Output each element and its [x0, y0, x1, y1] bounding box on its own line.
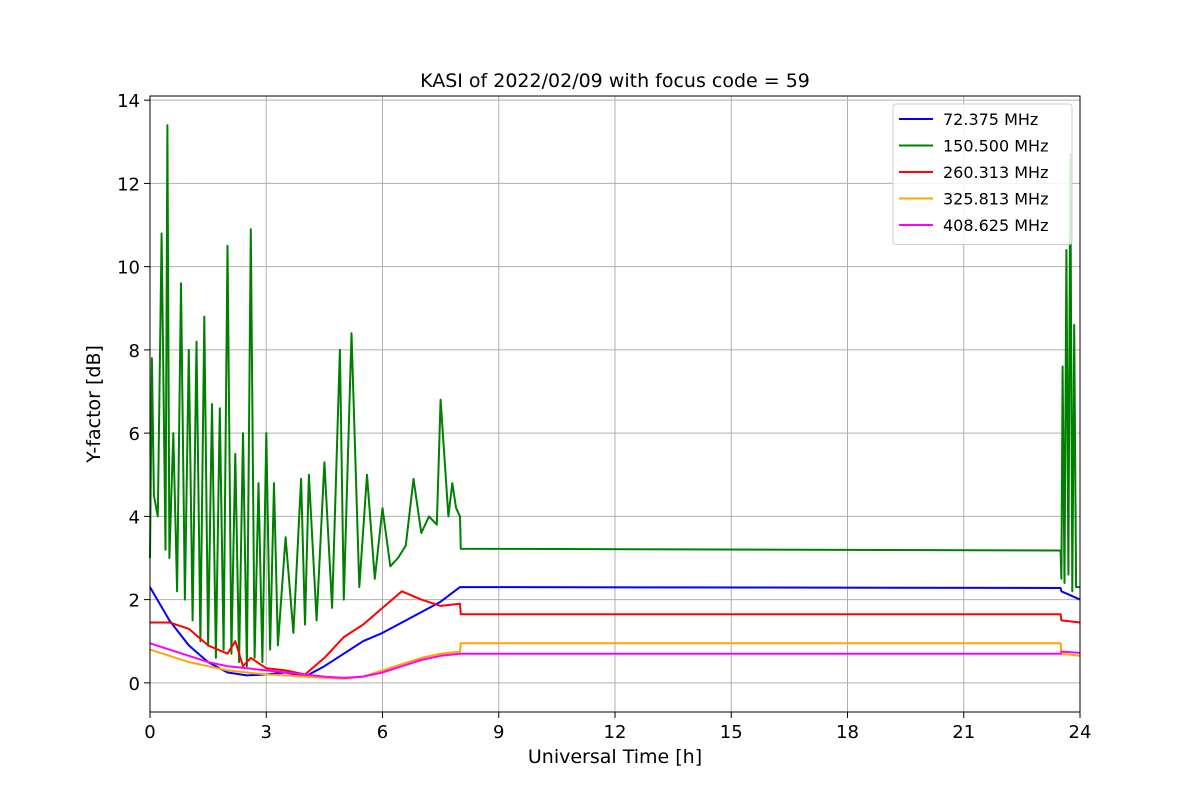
x-tick-label: 21 [952, 722, 975, 743]
legend: 72.375 MHz 150.500 MHz 260.313 MHz 325.813 … [892, 103, 1073, 245]
x-tick-label: 6 [377, 722, 388, 743]
legend-entry-label: 72.375 MHz [943, 110, 1038, 129]
series-line-2 [150, 590, 1081, 676]
x-tick-label: 24 [1069, 722, 1092, 743]
y-tick-label: 10 [117, 258, 140, 279]
y-tick-label: 6 [129, 424, 140, 445]
legend-entry-label: 325.813 MHz [943, 190, 1048, 209]
y-tick-label: 0 [129, 674, 140, 695]
series-line-1 [149, 124, 1080, 668]
y-axis-label: Y-factor [dB] [83, 345, 105, 464]
y-tick-label: 12 [117, 174, 140, 195]
legend-box [892, 103, 1073, 245]
series-line-0 [149, 586, 1081, 678]
chart-title: KASI of 2022/02/09 with focus code = 59 [420, 70, 810, 92]
y-tick-label: 2 [129, 591, 140, 612]
y-tick-label: 8 [129, 341, 140, 362]
x-tick-label: 18 [836, 722, 859, 743]
x-tick-label: 3 [261, 722, 272, 743]
series-layer [149, 124, 1081, 680]
legend-entry-label: 150.500 MHz [943, 137, 1048, 156]
x-tick-label: 9 [493, 722, 504, 743]
y-tick-label: 4 [129, 507, 140, 528]
legend-entry-label: 408.625 MHz [943, 216, 1048, 235]
series-line-4 [149, 642, 1081, 679]
x-tick-label: 12 [604, 722, 627, 743]
y-tick-label: 14 [117, 91, 140, 112]
legend-entry-label: 260.313 MHz [943, 163, 1048, 182]
x-axis-label: Universal Time [h] [528, 746, 702, 768]
x-tick-label: 0 [144, 722, 155, 743]
x-tick-label: 15 [720, 722, 743, 743]
